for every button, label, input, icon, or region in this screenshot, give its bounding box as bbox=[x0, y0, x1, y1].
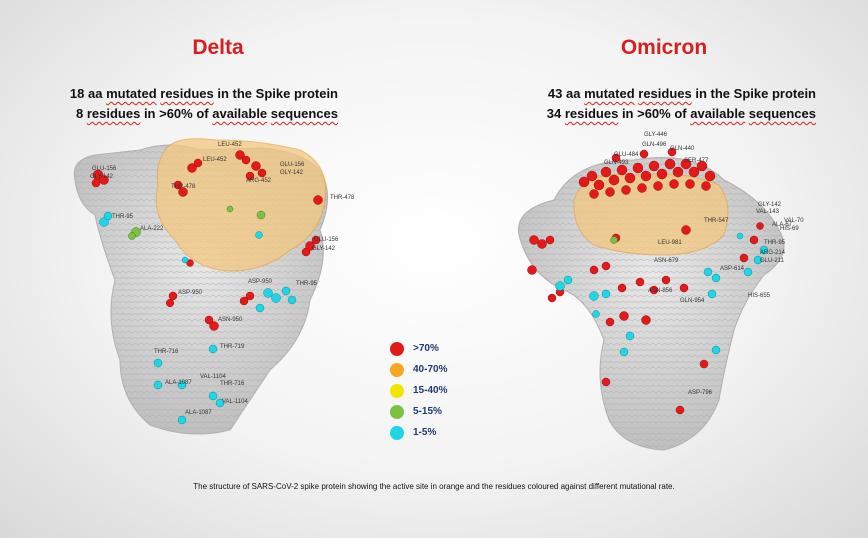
legend-label: 5-15% bbox=[413, 406, 442, 417]
svg-text:ARG-452: ARG-452 bbox=[246, 178, 272, 184]
svg-text:ASP-950: ASP-950 bbox=[248, 279, 273, 285]
svg-text:GLU-156: GLU-156 bbox=[314, 237, 339, 243]
svg-text:ALA-67: ALA-67 bbox=[772, 222, 793, 228]
legend-swatch-orange bbox=[390, 362, 404, 377]
svg-text:THR-716: THR-716 bbox=[220, 381, 245, 387]
legend-label: 40-70% bbox=[413, 364, 448, 375]
svg-text:HIS-655: HIS-655 bbox=[748, 293, 771, 299]
svg-text:THR-719: THR-719 bbox=[220, 344, 245, 350]
svg-text:GLU-484: GLU-484 bbox=[614, 152, 639, 158]
svg-text:GLU-211: GLU-211 bbox=[760, 258, 785, 264]
legend-item: 40-70% bbox=[390, 359, 480, 380]
svg-text:GLY-142: GLY-142 bbox=[312, 246, 336, 252]
svg-text:SER-477: SER-477 bbox=[684, 158, 709, 164]
omicron-spike-protein-structure: GLY-446 GLN-496 GLN-440 GLU-484 GLN-493 … bbox=[517, 132, 804, 451]
legend-label: 15-40% bbox=[413, 385, 448, 396]
svg-text:THR-716: THR-716 bbox=[154, 349, 179, 355]
svg-text:VAL-70: VAL-70 bbox=[784, 218, 804, 224]
svg-text:GLU-156: GLU-156 bbox=[280, 162, 305, 168]
legend-label: 1-5% bbox=[413, 427, 437, 438]
legend-swatch-yellow bbox=[390, 383, 404, 398]
svg-text:VAL-143: VAL-143 bbox=[756, 209, 780, 215]
omicron-panel: Omicron 43 aa mutated residues in the Sp… bbox=[434, 0, 868, 480]
svg-text:GLN-440: GLN-440 bbox=[670, 146, 695, 152]
mutation-rate-legend: >70% 40-70% 15-40% 5-15% 1-5% bbox=[390, 338, 480, 443]
legend-item: >70% bbox=[390, 338, 480, 359]
svg-text:LEU-452: LEU-452 bbox=[218, 142, 242, 148]
svg-text:GLN-954: GLN-954 bbox=[680, 298, 705, 304]
svg-text:ALA-1087: ALA-1087 bbox=[165, 380, 192, 386]
svg-text:THR-95: THR-95 bbox=[764, 240, 786, 246]
svg-text:THR-547: THR-547 bbox=[704, 218, 729, 224]
svg-text:VAL-1104: VAL-1104 bbox=[200, 374, 226, 380]
svg-text:THR-478: THR-478 bbox=[171, 184, 196, 190]
delta-title: Delta bbox=[192, 36, 244, 59]
svg-text:VAL-1104: VAL-1104 bbox=[222, 399, 248, 405]
svg-text:GLN-496: GLN-496 bbox=[642, 142, 667, 148]
svg-text:GLY-446: GLY-446 bbox=[644, 132, 668, 138]
svg-text:HIS-69: HIS-69 bbox=[780, 226, 799, 232]
svg-text:ASP-796: ASP-796 bbox=[688, 390, 713, 396]
legend-label: >70% bbox=[413, 343, 439, 354]
svg-text:ARG-214: ARG-214 bbox=[760, 250, 786, 256]
svg-text:THR-95: THR-95 bbox=[112, 214, 134, 220]
delta-residue-labels: GLU-156 GLY-142 LEU-452 LEU-452 THR-478 … bbox=[90, 142, 355, 416]
delta-subtitle: 18 aa mutated residues in the Spike prot… bbox=[38, 84, 338, 124]
delta-active-site bbox=[155, 138, 327, 272]
figure-caption: The structure of SARS-CoV-2 spike protei… bbox=[193, 482, 675, 491]
svg-text:GLY-142: GLY-142 bbox=[90, 174, 114, 180]
svg-text:ALA-222: ALA-222 bbox=[140, 226, 164, 232]
svg-text:GLU-156: GLU-156 bbox=[92, 166, 117, 172]
delta-residues bbox=[91, 150, 323, 425]
delta-subtitle-line1: 18 aa mutated residues in the Spike prot… bbox=[69, 86, 338, 101]
svg-text:THR-95: THR-95 bbox=[296, 281, 318, 287]
legend-swatch-cyan bbox=[390, 425, 404, 440]
legend-swatch-green bbox=[390, 404, 404, 419]
svg-text:ASN-679: ASN-679 bbox=[654, 258, 679, 264]
omicron-subtitle-line1: 43 aa mutated residues in the Spike prot… bbox=[547, 86, 816, 101]
svg-text:GLY-142: GLY-142 bbox=[280, 170, 304, 176]
svg-text:LEU-452: LEU-452 bbox=[203, 157, 227, 163]
svg-text:ASP-950: ASP-950 bbox=[178, 290, 203, 296]
svg-text:LEU-981: LEU-981 bbox=[658, 240, 682, 246]
omicron-residues bbox=[527, 147, 769, 415]
svg-text:ALA-1087: ALA-1087 bbox=[185, 410, 212, 416]
legend-item: 5-15% bbox=[390, 401, 480, 422]
svg-text:ASN-856: ASN-856 bbox=[648, 288, 673, 294]
delta-spike-protein-structure: GLU-156 GLY-142 LEU-452 LEU-452 THR-478 … bbox=[73, 138, 355, 435]
svg-text:GLN-493: GLN-493 bbox=[604, 160, 629, 166]
legend-swatch-red bbox=[390, 341, 404, 356]
legend-item: 1-5% bbox=[390, 422, 480, 443]
svg-text:THR-478: THR-478 bbox=[330, 195, 355, 201]
omicron-subtitle-line2: 34 residues in >60% of available sequenc… bbox=[546, 106, 816, 121]
svg-text:GLY-142: GLY-142 bbox=[758, 202, 782, 208]
legend-item: 15-40% bbox=[390, 380, 480, 401]
delta-panel: Delta 18 aa mutated residues in the Spik… bbox=[0, 0, 434, 480]
omicron-subtitle: 43 aa mutated residues in the Spike prot… bbox=[516, 84, 816, 124]
omicron-residue-labels: GLY-446 GLN-496 GLN-440 GLU-484 GLN-493 … bbox=[604, 132, 804, 396]
delta-subtitle-line2: 8 residues in >60% of available sequence… bbox=[75, 106, 338, 121]
omicron-title: Omicron bbox=[620, 36, 708, 59]
svg-text:ASN-950: ASN-950 bbox=[218, 317, 243, 323]
svg-text:ASP-614: ASP-614 bbox=[720, 266, 745, 272]
